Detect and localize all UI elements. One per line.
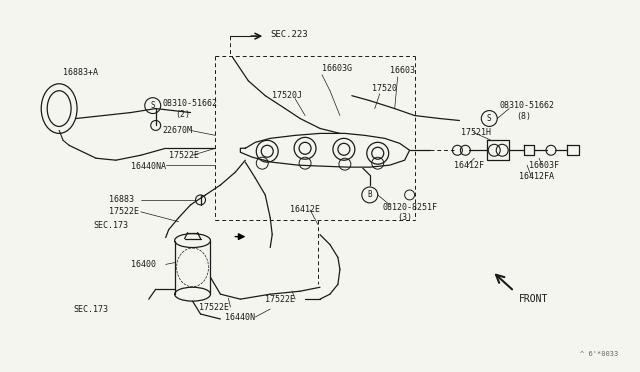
Text: 16412F: 16412F [454,161,484,170]
Text: 17520J: 17520J [272,91,302,100]
Text: 08310-51662: 08310-51662 [163,99,218,108]
Text: 16440N: 16440N [225,312,255,321]
Text: 17522E: 17522E [109,207,139,216]
Text: 22670M: 22670M [163,126,193,135]
Text: 17522E: 17522E [198,302,228,312]
Text: 16412E: 16412E [290,205,320,214]
Text: 08310-51662: 08310-51662 [499,101,554,110]
Text: 16603F: 16603F [529,161,559,170]
Text: S: S [150,101,155,110]
Text: 17522E: 17522E [265,295,295,304]
Text: 17521H: 17521H [461,128,492,137]
Text: (3): (3) [397,213,413,222]
Text: 16440NA: 16440NA [131,162,166,171]
Text: (2): (2) [175,110,191,119]
Text: S: S [487,114,492,123]
Text: 16883: 16883 [109,195,134,204]
Text: B: B [367,190,372,199]
Text: 16412FA: 16412FA [519,171,554,180]
Text: 16603: 16603 [390,66,415,76]
Text: 17520: 17520 [372,84,397,93]
Text: SEC.223: SEC.223 [270,30,308,39]
Text: SEC.173: SEC.173 [93,221,128,230]
Text: 16603G: 16603G [322,64,352,73]
Text: (8): (8) [516,112,531,121]
Text: 16400: 16400 [131,260,156,269]
Text: 17522E: 17522E [169,151,198,160]
Text: 08120-8251F: 08120-8251F [383,203,438,212]
Text: SEC.173: SEC.173 [73,305,108,314]
Text: 16883+A: 16883+A [63,68,98,77]
Text: ^ 6'*0033: ^ 6'*0033 [580,351,619,357]
Text: FRONT: FRONT [519,294,548,304]
